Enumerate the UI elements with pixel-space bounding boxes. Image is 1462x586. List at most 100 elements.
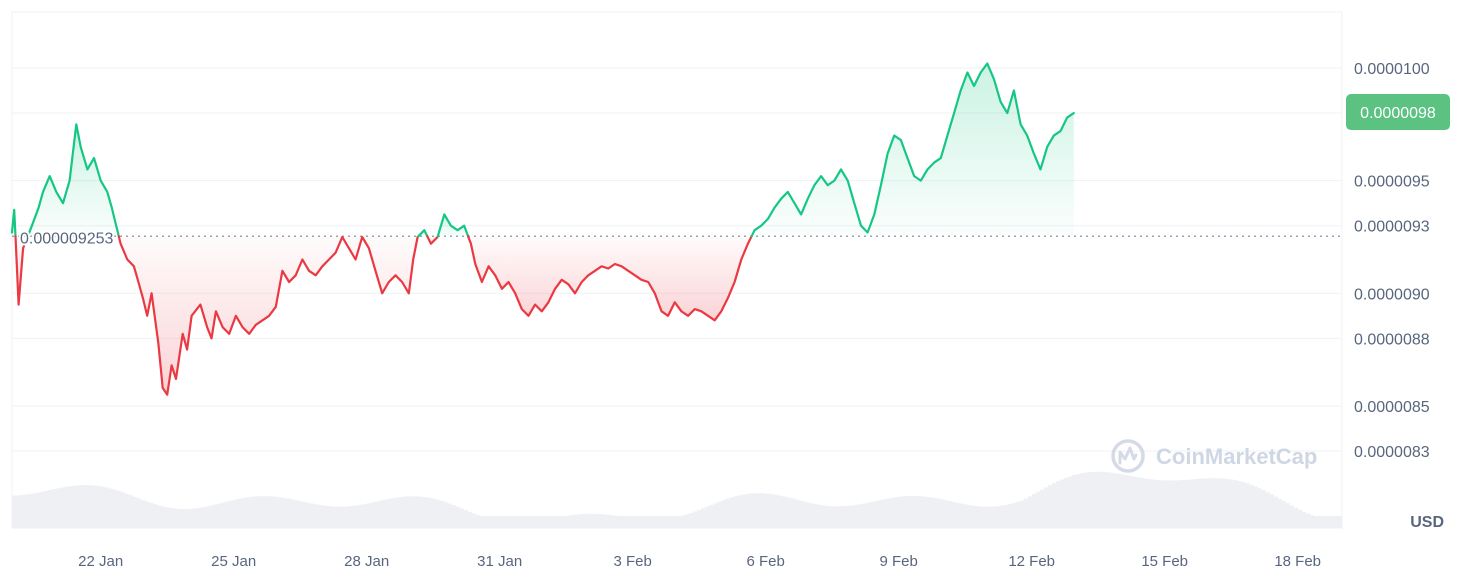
volume-bar (68, 486, 73, 528)
volume-bar (588, 513, 593, 528)
volume-bar (620, 516, 625, 528)
volume-bar (926, 497, 932, 528)
volume-bar (862, 503, 867, 528)
volume-bar (507, 516, 513, 528)
volume-bar (189, 508, 194, 528)
volume-bar (229, 500, 234, 528)
volume-bar (805, 502, 811, 528)
price-area-above-baseline (751, 63, 1074, 237)
volume-bar (104, 487, 110, 528)
volume-bar (785, 497, 791, 528)
volume-bar (656, 516, 662, 528)
volume-bar (1337, 516, 1343, 528)
volume-bar (1301, 511, 1307, 528)
volume-bar (672, 516, 678, 528)
volume-bar (1204, 478, 1210, 528)
volume-bar (1132, 476, 1137, 528)
volume-bar (938, 499, 944, 528)
volume-bar (572, 514, 577, 528)
volume-bar (548, 516, 553, 528)
volume-bar (971, 505, 976, 528)
volume-bar (999, 505, 1004, 528)
volume-bar (624, 516, 629, 528)
volume-bar (411, 496, 416, 528)
volume-bar (568, 515, 573, 528)
volume-bar (737, 495, 742, 528)
x-tick-label: 9 Feb (879, 553, 917, 570)
volume-bar (269, 496, 275, 528)
volume-bar (495, 516, 500, 528)
x-tick-label: 6 Feb (746, 553, 784, 570)
volume-bar (846, 505, 851, 528)
price-line-up-segment (750, 62, 1075, 238)
price-line-down-segment (117, 235, 420, 396)
volume-bar (713, 503, 718, 528)
volume-bar (531, 516, 537, 528)
volume-bar (761, 493, 766, 528)
price-area-above-baseline (27, 124, 119, 237)
volume-bar (689, 512, 694, 528)
volume-bar (149, 502, 154, 528)
volume-bar (1027, 496, 1032, 528)
volume-bar (600, 514, 605, 528)
volume-bar (225, 501, 230, 528)
y-tick-label: 0.0000093 (1354, 219, 1430, 236)
x-tick-label: 28 Jan (344, 553, 389, 570)
volume-bar (1116, 473, 1121, 528)
volume-bar (265, 496, 271, 528)
volume-bar (660, 516, 666, 528)
svg-text:CoinMarketCap: CoinMarketCap (1156, 444, 1317, 469)
volume-bar (878, 499, 883, 528)
volume-bar (245, 497, 251, 528)
baseline-value-label: 0.000009253 (20, 230, 114, 247)
volume-bar (435, 499, 440, 528)
volume-bar (874, 500, 879, 528)
volume-bar (419, 496, 424, 528)
volume-bar (1031, 494, 1036, 528)
volume-bar (858, 504, 863, 528)
y-tick-label: 0.0000088 (1354, 331, 1430, 348)
volume-bar (1333, 516, 1339, 528)
volume-bar (398, 497, 404, 528)
price-lines (10, 62, 1075, 396)
volume-bar (826, 505, 831, 528)
volume-bar (709, 504, 714, 528)
volume-bar (995, 506, 1000, 528)
volume-bar (278, 497, 283, 528)
volume-bar (797, 500, 803, 528)
volume-bar (217, 503, 222, 528)
volume-bar (576, 514, 581, 528)
x-tick-label: 18 Feb (1274, 553, 1321, 570)
volume-bar (390, 498, 396, 528)
volume-bar (511, 516, 517, 528)
volume-bar (423, 497, 428, 528)
volume-bar (447, 503, 452, 528)
volume-bar (1200, 478, 1206, 528)
volume-bar (294, 500, 299, 528)
x-tick-label: 15 Feb (1141, 553, 1188, 570)
volume-bar (1148, 479, 1153, 528)
volume-bar (100, 486, 105, 528)
volume-bar (72, 485, 77, 528)
volume-bar (282, 497, 287, 528)
volume-bar (705, 506, 710, 528)
price-area-below-baseline (468, 236, 752, 321)
volume-bar (330, 506, 335, 528)
volume-bar (1176, 480, 1182, 528)
volume-bar (374, 501, 380, 528)
volume-bar (668, 516, 674, 528)
volume-bar (161, 506, 166, 528)
volume-bar (596, 513, 601, 528)
volume-bar (318, 505, 323, 528)
volume-bar (479, 516, 484, 528)
volume-bar (1023, 498, 1028, 528)
volume-bar (725, 498, 730, 528)
volume-bar (241, 497, 247, 528)
volume-bar (1313, 516, 1319, 528)
volume-bar (197, 507, 202, 528)
volume-bar (177, 508, 182, 528)
volume-bar (963, 504, 968, 528)
volume-bar (947, 500, 952, 528)
volume-bar (366, 503, 371, 528)
